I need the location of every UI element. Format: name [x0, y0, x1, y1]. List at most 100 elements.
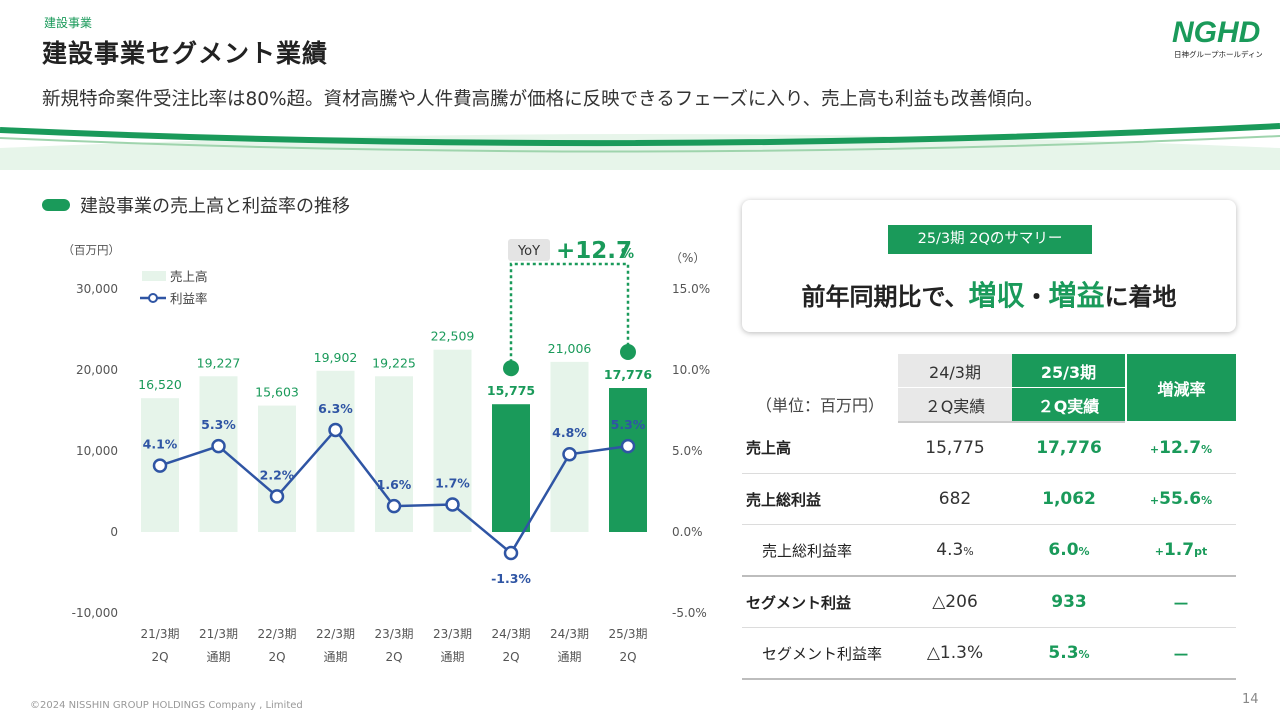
bar	[609, 388, 647, 532]
yoy-badge	[508, 239, 550, 261]
summary-text-pre: 前年同期比で、	[801, 283, 969, 311]
bar-value-label: 19,227	[197, 355, 241, 370]
legend-label-sales: 売上高	[170, 269, 208, 284]
bar-value-label: 19,225	[372, 355, 416, 370]
margin-value-label: 1.7%	[435, 475, 470, 490]
y-left-tick-label: 10,000	[76, 444, 118, 458]
summary-highlight-profit: 増益	[1048, 279, 1105, 312]
x-tick-label-period: 22/3期	[316, 627, 355, 641]
row-label: 売上総利益率	[742, 524, 898, 577]
yoy-value: +12.7	[556, 238, 632, 264]
x-tick-label-term: 通期	[323, 650, 347, 664]
margin-value-label: 5.3%	[201, 417, 236, 432]
x-tick-label-term: 2Q	[151, 650, 168, 664]
y-right-tick-label: 0.0%	[672, 525, 703, 539]
yoy-unit: %	[621, 247, 634, 262]
y-right-tick-label: -5.0%	[672, 606, 707, 620]
summary-box: 25/3期 2Qのサマリー 前年同期比で、増収・増益に着地	[742, 200, 1236, 332]
row-label: 売上高	[742, 422, 898, 474]
x-tick-label-period: 23/3期	[375, 627, 414, 641]
margin-point	[152, 458, 168, 473]
x-tick-label-period: 25/3期	[609, 627, 648, 641]
margin-point	[386, 498, 402, 514]
table-row-gross-profit: 売上総利益 682 1,062 +55.6%	[742, 473, 1236, 525]
summary-text-mid: ・	[1024, 283, 1049, 311]
row-label: 売上総利益	[742, 473, 898, 525]
x-tick-label-term: 通期	[206, 650, 230, 664]
bar	[316, 370, 355, 532]
yoy-connector	[509, 262, 630, 369]
prev-value: 15,775	[898, 422, 1012, 474]
bar	[492, 404, 530, 532]
x-tick-label-period: 24/3期	[550, 627, 589, 641]
results-table: （単位：百万円） 24/3期 25/3期 増減率 ２Q実績 ２Q実績 売上高 1…	[742, 354, 1236, 680]
x-tick-label-term: 2Q	[268, 650, 285, 664]
legend-label-margin: 利益率	[170, 291, 208, 306]
row-label: セグメント利益率	[742, 627, 898, 680]
prev-value: 682	[898, 473, 1012, 525]
table-row-segment-profit: セグメント利益 △206 933 －	[742, 576, 1236, 628]
y-left-unit-label: （百万円）	[63, 243, 121, 257]
margin-point	[620, 438, 636, 454]
col-header-change-rate: 増減率	[1125, 354, 1236, 423]
col-header-cur-actual: ２Q実績	[1012, 387, 1126, 423]
page-subtitle: 新規特命案件受注比率は80%超。資材高騰や人件費高騰が価格に反映できるフェーズに…	[42, 89, 1044, 110]
legend-marker-margin	[148, 293, 158, 303]
header-wave-decoration	[0, 123, 1280, 170]
col-header-prev-period: 24/3期	[898, 354, 1012, 388]
copyright: ©2024 NISSHIN GROUP HOLDINGS Company , L…	[30, 700, 303, 711]
page-number: 14	[1242, 692, 1259, 707]
y-left-tick-label: 0	[110, 525, 118, 539]
cur-value: 6.0%	[1012, 524, 1126, 577]
heading-marker-icon	[42, 199, 70, 211]
margin-point	[562, 446, 577, 462]
summary-text: 前年同期比で、増収・増益に着地	[742, 274, 1236, 314]
summary-highlight-revenue: 増収	[968, 279, 1025, 312]
margin-point	[269, 489, 285, 504]
x-tick-label-term: 通期	[557, 650, 581, 664]
col-header-cur-period: 25/3期	[1012, 354, 1126, 388]
col-header-prev-actual: ２Q実績	[898, 387, 1012, 423]
y-right-unit-label: （%）	[670, 251, 705, 265]
y-right-tick-label: 15.0%	[672, 282, 710, 296]
margin-value-label: 5.3%	[611, 417, 646, 432]
change-value: －	[1126, 627, 1236, 680]
x-tick-label-period: 24/3期	[492, 627, 531, 641]
logo-subtext: 日神グループホールディングス	[1174, 49, 1262, 59]
bar-value-label: 21,006	[548, 341, 592, 356]
y-left-tick-label: -10,000	[72, 606, 118, 620]
chart-heading-text: 建設事業の売上高と利益率の推移	[80, 196, 350, 217]
x-tick-label-period: 21/3期	[199, 627, 238, 641]
bar-value-label: 17,776	[604, 367, 653, 382]
summary-text-post: に着地	[1104, 283, 1177, 311]
change-value: －	[1126, 576, 1236, 628]
cur-value: 5.3%	[1012, 627, 1126, 680]
yoy-marker-start	[503, 360, 519, 377]
x-tick-label-term: 2Q	[502, 650, 519, 664]
prev-value: △206	[898, 576, 1012, 628]
table-row-segment-margin: セグメント利益率 △1.3% 5.3% －	[742, 627, 1236, 680]
x-tick-label-period: 22/3期	[258, 627, 297, 641]
bar	[199, 376, 238, 532]
change-value: +12.7%	[1126, 422, 1236, 474]
margin-value-label: -1.3%	[491, 571, 531, 586]
cur-value: 1,062	[1012, 473, 1126, 525]
breadcrumb: 建設事業	[44, 16, 93, 30]
margin-point	[445, 497, 460, 512]
margin-value-label: 4.1%	[143, 437, 178, 452]
bar-value-label: 22,509	[431, 329, 475, 344]
y-left-tick-label: 20,000	[76, 363, 118, 377]
page-title: 建設事業セグメント業績	[42, 39, 329, 68]
x-tick-label-period: 21/3期	[141, 627, 180, 641]
margin-value-label: 6.3%	[318, 401, 353, 416]
cur-value: 17,776	[1012, 422, 1126, 474]
prev-value: 4.3%	[898, 524, 1012, 577]
bar	[550, 361, 589, 532]
yoy-marker-end	[620, 344, 636, 361]
prev-value: △1.3%	[898, 627, 1012, 680]
y-right-tick-label: 10.0%	[672, 363, 710, 377]
bar-value-label: 15,775	[487, 383, 535, 398]
margin-value-label: 2.2%	[260, 467, 295, 482]
yoy-badge-label: YoY	[517, 244, 540, 259]
y-left-tick-label: 30,000	[76, 282, 118, 296]
